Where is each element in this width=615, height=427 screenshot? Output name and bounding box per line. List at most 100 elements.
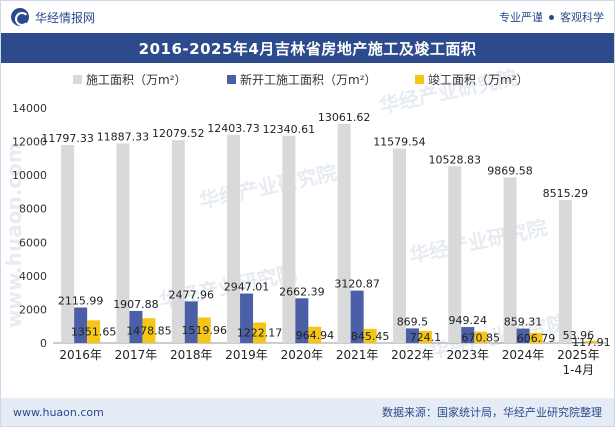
bar [171,140,185,343]
data-label: 949.24 [449,314,488,327]
bar [558,200,572,343]
data-label: 2115.99 [58,294,104,307]
data-label: 724.1 [410,331,442,344]
x-tick-label: 2017年 [115,348,158,362]
x-tick-label: 2024年 [502,348,545,362]
data-label: 2662.39 [279,285,325,298]
data-label: 53.96 [563,329,595,342]
data-label: 11579.54 [373,136,426,149]
data-label: 3120.87 [334,278,380,291]
bar [184,301,198,343]
data-label: 1907.88 [113,298,159,311]
separator-dot-icon [549,14,554,20]
x-tick-label: 2019年 [225,348,268,362]
y-tick-label: 4000 [19,270,47,283]
data-label: 13061.62 [318,111,371,124]
bar [87,320,101,343]
bar [253,322,267,343]
data-label: 670.85 [462,331,501,344]
watermark-text: www.huaon.com [2,142,26,328]
bar [584,341,598,343]
tagline: 专业严谨 客观科学 [499,9,604,25]
x-tick-label: 2016年 [59,348,102,362]
watermark-text: 华经产业研究院 [407,215,549,268]
bar [61,144,75,343]
data-label: 845.45 [351,330,390,343]
bar [516,328,530,343]
brand-logo-icon [11,8,29,26]
data-label: 2477.96 [169,288,215,301]
x-tick-label: 2022年 [391,348,434,362]
data-label: 9869.58 [487,164,533,177]
tag-left: 专业严谨 [499,11,543,24]
bar [295,298,309,343]
x-tick-label: 2021年 [336,348,379,362]
y-tick-label: 0 [40,337,47,350]
bar [197,317,211,343]
data-label: 12403.73 [207,122,260,135]
chart-title: 2016-2025年4月吉林省房地产施工及竣工面积 [138,39,477,58]
legend-label: 施工面积（万m²） [86,73,187,87]
x-tick-label: 2025年 [557,348,600,362]
bar [474,331,488,343]
data-label: 1222.17 [237,327,283,340]
x-tick-label: 2020年 [281,348,324,362]
bar [503,177,517,343]
bar [116,143,130,343]
bar [363,328,377,343]
data-label: 606.79 [517,332,556,345]
x-tick-label: 2018年 [170,348,213,362]
data-label: 964.94 [296,329,335,342]
bar-chart: 华经产业研究院华经产业研究院华经产业研究院华经产业研究院华经产业研究院www.h… [2,65,611,377]
data-label: 8515.29 [543,187,589,200]
bar [405,328,419,343]
bar [74,307,88,343]
data-label: 1351.65 [71,326,117,339]
bar [142,318,156,343]
legend-label: 新开工施工面积（万m²） [240,72,377,87]
bar [350,290,364,343]
site-logo[interactable]: 华经情报网 [11,8,95,26]
data-label: 12079.52 [152,127,205,140]
data-label: 1519.96 [182,324,228,337]
bar [571,342,585,343]
title-bar: 2016-2025年4月吉林省房地产施工及竣工面积 [1,33,614,63]
data-label: 869.5 [397,315,429,328]
data-label: 12340.61 [263,123,316,136]
footer-bar: www.huaon.com 数据来源：国家统计局，华经产业研究院整理 [1,398,614,426]
bar [448,166,462,343]
bar [418,330,432,343]
y-tick-label: 12000 [12,136,47,149]
site-name: 华经情报网 [35,10,96,25]
x-tick-label: 2023年 [446,348,489,362]
data-label: 11887.33 [97,130,150,143]
bar [129,310,143,343]
data-label: 2947.01 [224,281,270,294]
legend-swatch [227,75,236,84]
y-tick-label: 14000 [12,102,47,115]
data-label: 10528.83 [429,153,482,166]
top-bar: 华经情报网 专业严谨 客观科学 [1,1,614,33]
y-tick-label: 6000 [19,236,47,249]
bar [240,293,254,343]
y-tick-label: 10000 [12,169,47,182]
data-label: 859.31 [504,316,543,329]
data-label: 11797.33 [41,132,94,145]
data-label: 117.91 [572,336,611,349]
bar [529,332,543,343]
data-label: 1478.85 [126,325,172,338]
footer-url[interactable]: www.huaon.com [13,405,104,419]
watermark-text: 华经产业研究院 [197,160,339,213]
y-tick-label: 2000 [19,303,47,316]
y-tick-label: 8000 [19,203,47,216]
tag-right: 客观科学 [560,11,604,24]
bar [392,148,406,343]
legend-label: 竣工面积（万m²） [428,72,529,87]
bar [337,123,351,343]
bar [227,134,241,343]
legend-swatch [415,75,424,84]
bar [308,326,322,343]
x-tick-label: 1-4月 [563,363,595,377]
bar [282,135,296,343]
